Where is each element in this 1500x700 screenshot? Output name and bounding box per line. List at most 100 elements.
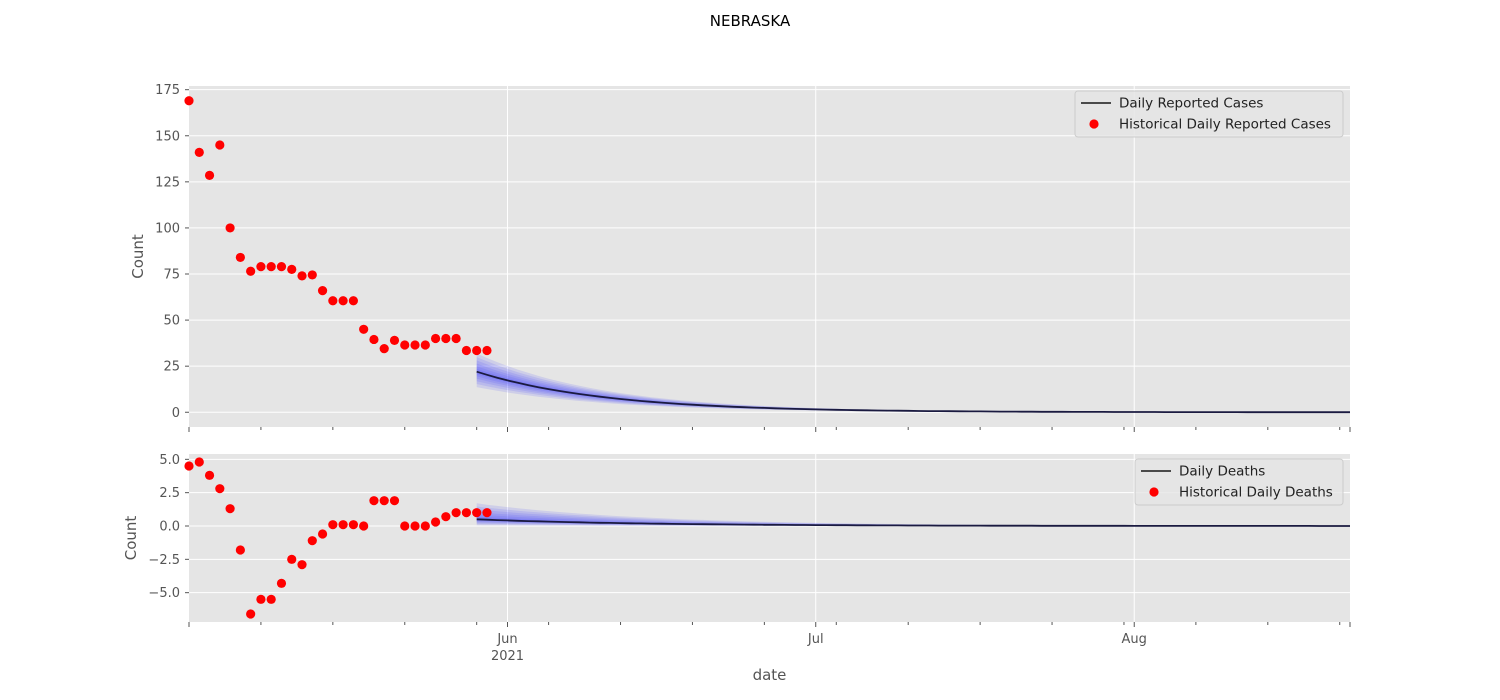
cases-historical-point (451, 333, 461, 344)
cases-y-axis-label: Count (129, 234, 147, 279)
cases-historical-point (256, 262, 266, 272)
deaths-forecast-line (476, 518, 1350, 527)
cases-historical-point (410, 340, 420, 350)
cases-historical-point (194, 147, 204, 157)
deaths-historical-point (287, 554, 297, 564)
deaths-x-ticks: Jun 2021 Jul Aug (188, 622, 1351, 664)
deaths-y-axis-label: Count (122, 516, 140, 561)
deaths-historical-point (441, 512, 451, 522)
x-tick-sublabel: 2021 (491, 649, 524, 664)
deaths-historical-point (420, 521, 430, 531)
x-axis-label: date (753, 666, 787, 684)
cases-x-ticks (188, 427, 1351, 432)
cases-legend: Daily Reported Cases Historical Daily Re… (1074, 90, 1344, 138)
deaths-historical-point (328, 520, 338, 530)
cases-y-ticks: 0 25 50 75 100 125 150 175 (155, 83, 189, 421)
cases-historical-point (184, 96, 194, 106)
figure-title: NEBRASKA (710, 12, 791, 30)
deaths-historical-point (276, 578, 287, 588)
cases-legend-line-label: Daily Reported Cases (1119, 96, 1263, 112)
deaths-y-tick-label: 5.0 (159, 453, 180, 468)
cases-y-tick-label: 75 (163, 268, 180, 283)
deaths-forecast-band (476, 512, 1350, 526)
deaths-panel: −5.0 −2.5 0.0 2.5 5.0 Jun 2021 Jul Aug Count da… (122, 453, 1351, 684)
cases-y-tick-label: 150 (155, 129, 180, 144)
cases-historical-point (246, 266, 256, 276)
cases-legend-box (1074, 90, 1344, 138)
cases-historical-point (472, 345, 482, 356)
deaths-y-tick-label: −2.5 (148, 553, 180, 568)
cases-historical-point (400, 340, 410, 350)
deaths-historical-point (359, 521, 369, 531)
deaths-historical-point (430, 517, 441, 527)
cases-historical-point (276, 262, 287, 272)
cases-forecast-line (476, 370, 1350, 414)
cases-y-tick-label: 100 (155, 221, 180, 236)
cases-historical-point (204, 170, 215, 180)
deaths-historical-points (184, 457, 492, 619)
deaths-historical-point (194, 457, 204, 467)
deaths-historical-point (482, 508, 492, 518)
cases-legend-dot-marker (1089, 119, 1099, 129)
deaths-historical-point (235, 545, 245, 555)
deaths-legend-scatter-label: Historical Daily Deaths (1179, 485, 1333, 501)
deaths-forecast-band (476, 503, 1350, 526)
deaths-legend: Daily Deaths Historical Daily Deaths (1134, 458, 1344, 506)
cases-historical-point (359, 324, 369, 334)
deaths-grid (189, 454, 1350, 622)
cases-historical-point (317, 286, 328, 296)
cases-y-tick-label: 25 (163, 360, 180, 375)
deaths-historical-point (204, 470, 215, 480)
x-tick-label: Jun (496, 632, 517, 647)
x-tick-label: Aug (1122, 632, 1147, 647)
deaths-historical-point (317, 529, 328, 539)
cases-historical-point (287, 264, 297, 275)
deaths-legend-box (1134, 458, 1344, 506)
x-tick-label: Jul (807, 632, 824, 647)
cases-historical-point (348, 296, 358, 306)
deaths-historical-point (184, 461, 194, 471)
cases-historical-point (338, 296, 348, 306)
deaths-historical-point (246, 609, 256, 619)
deaths-historical-point (307, 536, 317, 546)
deaths-historical-point (389, 496, 400, 506)
deaths-forecast-band (476, 509, 1350, 526)
cases-y-tick-label: 0 (172, 406, 180, 421)
deaths-historical-point (338, 520, 348, 530)
cases-historical-point (215, 140, 225, 150)
deaths-forecast-band (476, 514, 1350, 526)
cases-historical-point (307, 270, 317, 280)
deaths-y-tick-label: −5.0 (148, 586, 180, 601)
cases-plot-area (189, 86, 1350, 427)
cases-historical-point (430, 333, 441, 344)
deaths-historical-point (410, 521, 420, 531)
deaths-historical-point (379, 496, 389, 506)
deaths-y-tick-label: 2.5 (159, 486, 180, 501)
deaths-forecast-band (476, 506, 1350, 526)
cases-historical-point (461, 345, 472, 356)
cases-legend-scatter-label: Historical Daily Reported Cases (1119, 117, 1331, 133)
cases-y-tick-label: 175 (155, 83, 180, 98)
deaths-historical-point (461, 508, 472, 518)
deaths-historical-point (348, 520, 358, 530)
cases-historical-points (184, 96, 492, 356)
deaths-legend-dot-marker (1149, 487, 1159, 497)
deaths-historical-point (369, 496, 379, 506)
deaths-historical-point (472, 508, 482, 518)
deaths-legend-line-label: Daily Deaths (1179, 464, 1265, 480)
cases-historical-point (369, 334, 379, 345)
deaths-historical-point (266, 594, 276, 604)
deaths-historical-point (256, 594, 266, 604)
cases-historical-point (482, 345, 492, 356)
cases-historical-point (266, 262, 276, 272)
cases-historical-point (235, 252, 245, 263)
cases-historical-point (441, 333, 451, 344)
cases-historical-point (420, 340, 430, 350)
cases-historical-point (379, 344, 389, 354)
cases-historical-point (297, 271, 307, 281)
cases-historical-point (328, 296, 338, 306)
cases-y-tick-label: 50 (163, 314, 180, 329)
cases-historical-point (225, 223, 235, 233)
deaths-historical-point (297, 560, 307, 570)
